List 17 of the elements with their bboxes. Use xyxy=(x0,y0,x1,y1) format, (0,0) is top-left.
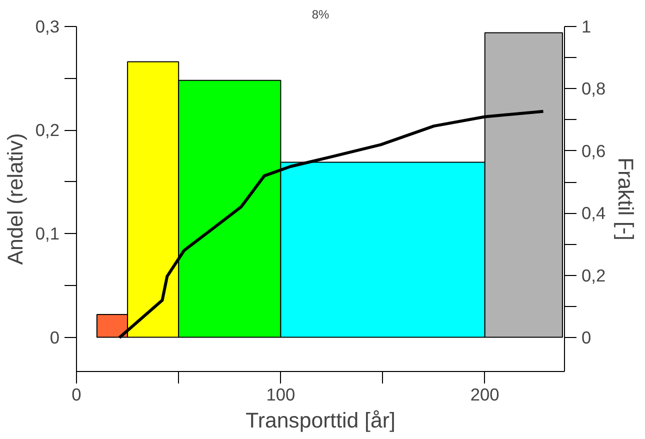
x-tick-label: 100 xyxy=(266,384,296,404)
x-tick-label: 0 xyxy=(72,384,82,404)
y-tick-label: 0,3 xyxy=(35,16,60,36)
y2-tick-label: 1 xyxy=(582,16,592,36)
y2-tick-label: 0 xyxy=(582,328,592,348)
y2-tick-label: 0,4 xyxy=(582,203,606,224)
x-axis-title: Transporttid [år] xyxy=(246,408,396,432)
y-tick-label: 0 xyxy=(50,327,60,348)
text: 8% xyxy=(312,8,330,22)
y-tick-label: 0,1 xyxy=(35,224,60,244)
y2-tick-label: 0,6 xyxy=(582,140,606,161)
x-tick-label: 200 xyxy=(470,384,500,404)
y-tick-label: 0,2 xyxy=(35,120,60,140)
y2-tick-label: 0,2 xyxy=(582,265,606,286)
y-axis-title: Andel (relativ) xyxy=(3,133,28,265)
y2-tick-label: 0,8 xyxy=(582,78,606,99)
y2-axis-title: Fraktil [-] xyxy=(614,158,638,240)
